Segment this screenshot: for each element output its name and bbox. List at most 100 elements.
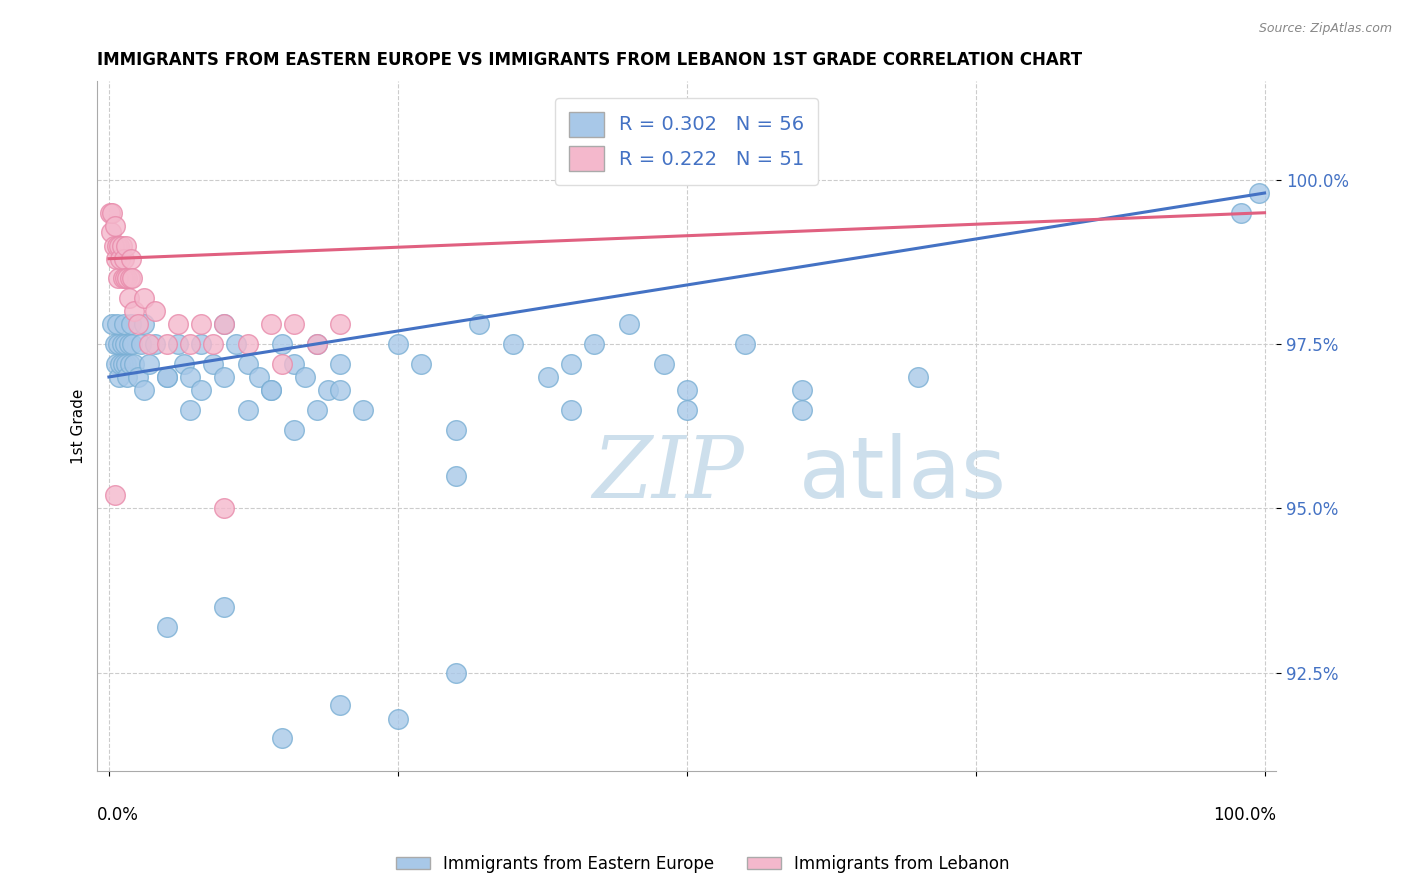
Text: 0.0%: 0.0% [97,805,139,823]
Point [675,402,697,417]
Point [104,337,127,351]
Point [101,205,124,219]
Point [247,370,270,384]
Point [104,219,127,233]
Point [138,357,160,371]
Point [108,238,131,252]
Point [132,291,155,305]
Text: IMMIGRANTS FROM EASTERN EUROPE VS IMMIGRANTS FROM LEBANON 1ST GRADE CORRELATION : IMMIGRANTS FROM EASTERN EUROPE VS IMMIGR… [97,51,1083,69]
Point [329,698,352,713]
Point [118,271,141,285]
Point [104,357,127,371]
Point [675,383,697,397]
Point [120,318,142,332]
Text: Source: ZipAtlas.com: Source: ZipAtlas.com [1258,22,1392,36]
Point [129,337,152,351]
Point [104,252,127,266]
Point [105,238,128,252]
Point [214,599,236,614]
Point [387,337,409,351]
Point [467,318,489,332]
Text: ZIP: ZIP [592,434,744,516]
Point [329,357,352,371]
Point [271,337,294,351]
Point [124,357,146,371]
Point [101,318,124,332]
Point [120,252,142,266]
Point [560,402,582,417]
Point [121,337,143,351]
Point [260,318,283,332]
Point [444,423,467,437]
Point [111,238,134,252]
Point [283,423,305,437]
Point [108,370,131,384]
Point [114,271,136,285]
Point [179,370,201,384]
Point [201,357,224,371]
Text: atlas: atlas [799,433,1007,516]
Point [236,402,259,417]
Point [167,318,190,332]
Point [112,318,135,332]
Point [121,271,143,285]
Point [112,252,135,266]
Point [132,318,155,332]
Point [214,318,236,332]
Point [143,337,166,351]
Point [115,238,138,252]
Point [271,731,294,746]
Point [1247,186,1270,200]
Point [117,291,139,305]
Point [271,357,294,371]
Point [907,370,929,384]
Point [201,337,224,351]
Point [190,337,212,351]
Point [167,337,190,351]
Point [305,402,328,417]
Point [111,337,134,351]
Point [617,318,640,332]
Point [156,619,179,633]
Point [114,337,136,351]
Point [111,271,134,285]
Point [179,337,201,351]
Point [444,468,467,483]
Legend: R = 0.302   N = 56, R = 0.222   N = 51: R = 0.302 N = 56, R = 0.222 N = 51 [555,98,818,185]
Point [173,357,195,371]
Point [107,271,129,285]
Point [138,337,160,351]
Point [792,383,814,397]
Point [110,357,132,371]
Point [236,337,259,351]
Point [127,370,149,384]
Point [117,337,139,351]
Point [118,357,141,371]
Point [143,304,166,318]
Point [502,337,524,351]
Point [305,337,328,351]
Point [156,370,179,384]
Point [107,337,129,351]
Point [104,488,127,502]
Legend: Immigrants from Eastern Europe, Immigrants from Lebanon: Immigrants from Eastern Europe, Immigran… [389,848,1017,880]
Point [260,383,283,397]
Point [110,252,132,266]
Point [294,370,316,384]
Point [260,383,283,397]
Point [652,357,675,371]
Point [103,238,125,252]
Point [214,370,236,384]
Y-axis label: 1st Grade: 1st Grade [72,389,86,464]
Point [583,337,606,351]
Point [236,357,259,371]
Point [156,337,179,351]
Point [329,318,352,332]
Point [124,304,146,318]
Point [117,370,139,384]
Point [156,370,179,384]
Point [111,357,134,371]
Point [225,337,247,351]
Point [214,501,236,516]
Point [132,383,155,397]
